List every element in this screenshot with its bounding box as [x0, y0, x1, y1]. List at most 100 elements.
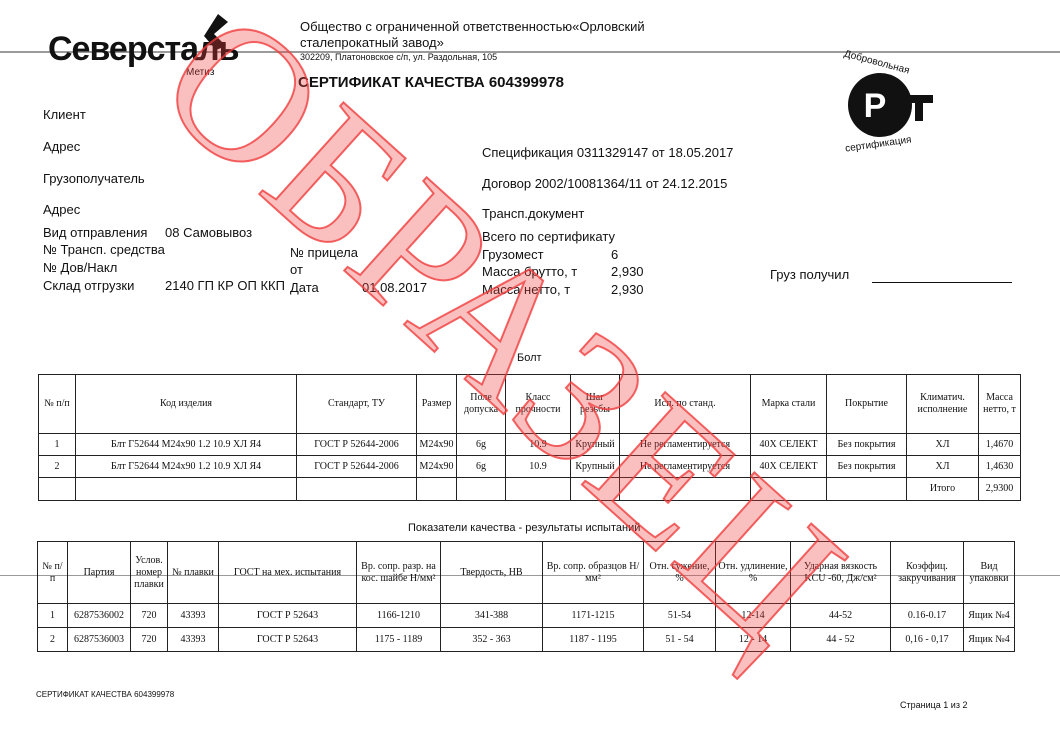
- table-cell: 1166-1210: [356, 603, 441, 628]
- table-cell: Без покрытия: [826, 455, 907, 478]
- table-cell: 43393: [167, 627, 219, 652]
- table-cell: 0,16 - 0,17: [890, 627, 964, 652]
- column-header: Вр. сопр. образцов Н/мм²: [542, 541, 644, 604]
- table-cell: ХЛ: [906, 455, 979, 478]
- table-cell: 10.9: [505, 433, 571, 456]
- table-cell: 6287536003: [67, 627, 131, 652]
- date-label: Дата: [290, 280, 319, 295]
- total-label: Итого: [906, 477, 979, 501]
- signature-line: [872, 282, 1012, 283]
- table-cell: 44-52: [790, 603, 891, 628]
- column-header: Ударная вязкость KCU -60, Дж/см²: [790, 541, 891, 604]
- footer-page: Страница 1 из 2: [900, 700, 968, 710]
- table-cell: Крупный: [570, 455, 620, 478]
- table-cell: 2: [38, 455, 76, 478]
- table-cell: ГОСТ Р 52644-2006: [296, 455, 417, 478]
- table-cell: 12-14: [715, 603, 791, 628]
- column-header: Стандарт, ТУ: [296, 374, 417, 434]
- table-cell: 44 - 52: [790, 627, 891, 652]
- table-cell: М24х90: [416, 433, 457, 456]
- net-label: Масса нетто, т: [482, 282, 571, 297]
- product-table: № п/п Код изделия Стандарт, ТУ Размер Поле д…: [38, 374, 1021, 501]
- column-header: Масса нетто, т: [978, 374, 1021, 434]
- scan-line: [0, 51, 1060, 53]
- table-cell: 1,4670: [978, 433, 1021, 456]
- table-cell: ГОСТ Р 52643: [218, 603, 357, 628]
- table-cell: 10.9: [505, 455, 571, 478]
- table-cell: 6g: [456, 455, 506, 478]
- table-cell: 40Х СЕЛЕКТ: [750, 433, 827, 456]
- table-cell: Блт Г52644 М24х90 1.2 10.9 ХЛ Я4: [75, 455, 297, 478]
- total-cert-label: Всего по сертификату: [482, 229, 615, 244]
- table-cell: 720: [130, 603, 168, 628]
- svg-text:Р: Р: [864, 87, 887, 125]
- company-address: 302209, Платоновское с/п, ул. Раздольная…: [300, 52, 498, 62]
- table-cell: М24х90: [416, 455, 457, 478]
- table-cell: 1: [38, 433, 76, 456]
- footer-left: СЕРТИФИКАТ КАЧЕСТВА 604399978: [36, 690, 175, 699]
- table-cell: 2: [37, 627, 68, 652]
- date-value: 01.08.2017: [362, 280, 428, 295]
- table1-caption: Болт: [517, 352, 542, 364]
- column-header: Партия: [67, 541, 131, 604]
- page-title: СЕРТИФИКАТ КАЧЕСТВА 604399978: [298, 74, 564, 91]
- column-header: Класс прочности: [505, 374, 571, 434]
- column-header: Твердость, НВ: [440, 541, 543, 604]
- column-header: Марка стали: [750, 374, 827, 434]
- column-header: Шаг резьбы: [570, 374, 620, 434]
- table-cell: 43393: [167, 603, 219, 628]
- table-cell: 51 - 54: [643, 627, 716, 652]
- places-label: Грузомест: [482, 247, 544, 262]
- column-header: № п/п: [37, 541, 68, 604]
- severstal-logo-icon: [204, 14, 228, 50]
- invoice-label: № Дов/Накл: [43, 260, 118, 275]
- table-cell: ГОСТ Р 52644-2006: [296, 433, 417, 456]
- table-cell: 6g: [456, 433, 506, 456]
- column-header: Вид упаковки: [963, 541, 1015, 604]
- table-cell: 720: [130, 627, 168, 652]
- table-cell: 51-54: [643, 603, 716, 628]
- table-cell: Крупный: [570, 433, 620, 456]
- vehicle-label: № Трансп. средства: [43, 242, 165, 257]
- certification-stamp: Р Добровольная сертификация: [835, 48, 945, 160]
- column-header: № п/п: [38, 374, 76, 434]
- table-cell: 1175 - 1189: [356, 627, 441, 652]
- logo-brand: Северсталь: [48, 30, 240, 68]
- transport-doc-label: Трансп.документ: [482, 206, 585, 221]
- table-cell: 1171-1215: [542, 603, 644, 628]
- table-cell: ХЛ: [906, 433, 979, 456]
- column-header: ГОСТ на мех. испытания: [218, 541, 357, 604]
- ship-type-value: 08 Самовывоз: [165, 225, 253, 240]
- net-value: 2,930: [611, 282, 644, 297]
- warehouse-label: Склад отгрузки: [43, 278, 135, 293]
- column-header: № плавки: [167, 541, 219, 604]
- gross-value: 2,930: [611, 264, 644, 279]
- gross-label: Масса брутто, т: [482, 264, 578, 279]
- table-cell: 341-388: [440, 603, 543, 628]
- contract: Договор 2002/10081364/11 от 24.12.2015: [482, 176, 728, 191]
- table-cell: Ящик №4: [963, 627, 1015, 652]
- ship-type-label: Вид отправления: [43, 225, 148, 240]
- table-cell: 40Х СЕЛЕКТ: [750, 455, 827, 478]
- table-cell: Блт Г52644 М24х90 1.2 10.9 ХЛ Я4: [75, 433, 297, 456]
- table-row: 2 6287536003 720 43393 ГОСТ Р 52643 1175 - 11…: [37, 627, 1015, 652]
- total-row: Итого 2,9300: [38, 477, 1021, 501]
- table-cell: Не регламентируется: [619, 455, 751, 478]
- consignee-address-label: Адрес: [43, 202, 81, 217]
- from-label: от: [290, 262, 303, 277]
- quality-table: № п/п Партия Услов. номер плавки № плавки ГО…: [37, 541, 1015, 652]
- table-cell: 1187 - 1195: [542, 627, 644, 652]
- consignee-label: Грузополучатель: [43, 171, 145, 186]
- rst-stamp-icon: Р: [848, 73, 933, 137]
- column-header: Код изделия: [75, 374, 297, 434]
- table-cell: 12 - 14: [715, 627, 791, 652]
- column-header: Климатич. исполнение: [906, 374, 979, 434]
- received-label: Груз получил: [770, 267, 850, 282]
- table-cell: Ящик №4: [963, 603, 1015, 628]
- company-line1: Общество с ограниченной ответственностью…: [300, 19, 645, 34]
- column-header: Услов. номер плавки: [130, 541, 168, 604]
- column-header: Отн. сужение, %: [643, 541, 716, 604]
- column-header: Исп. по станд.: [619, 374, 751, 434]
- trailer-label: № прицела: [290, 245, 359, 260]
- table-row: 1 6287536002 720 43393 ГОСТ Р 52643 1166-1210…: [37, 603, 1015, 628]
